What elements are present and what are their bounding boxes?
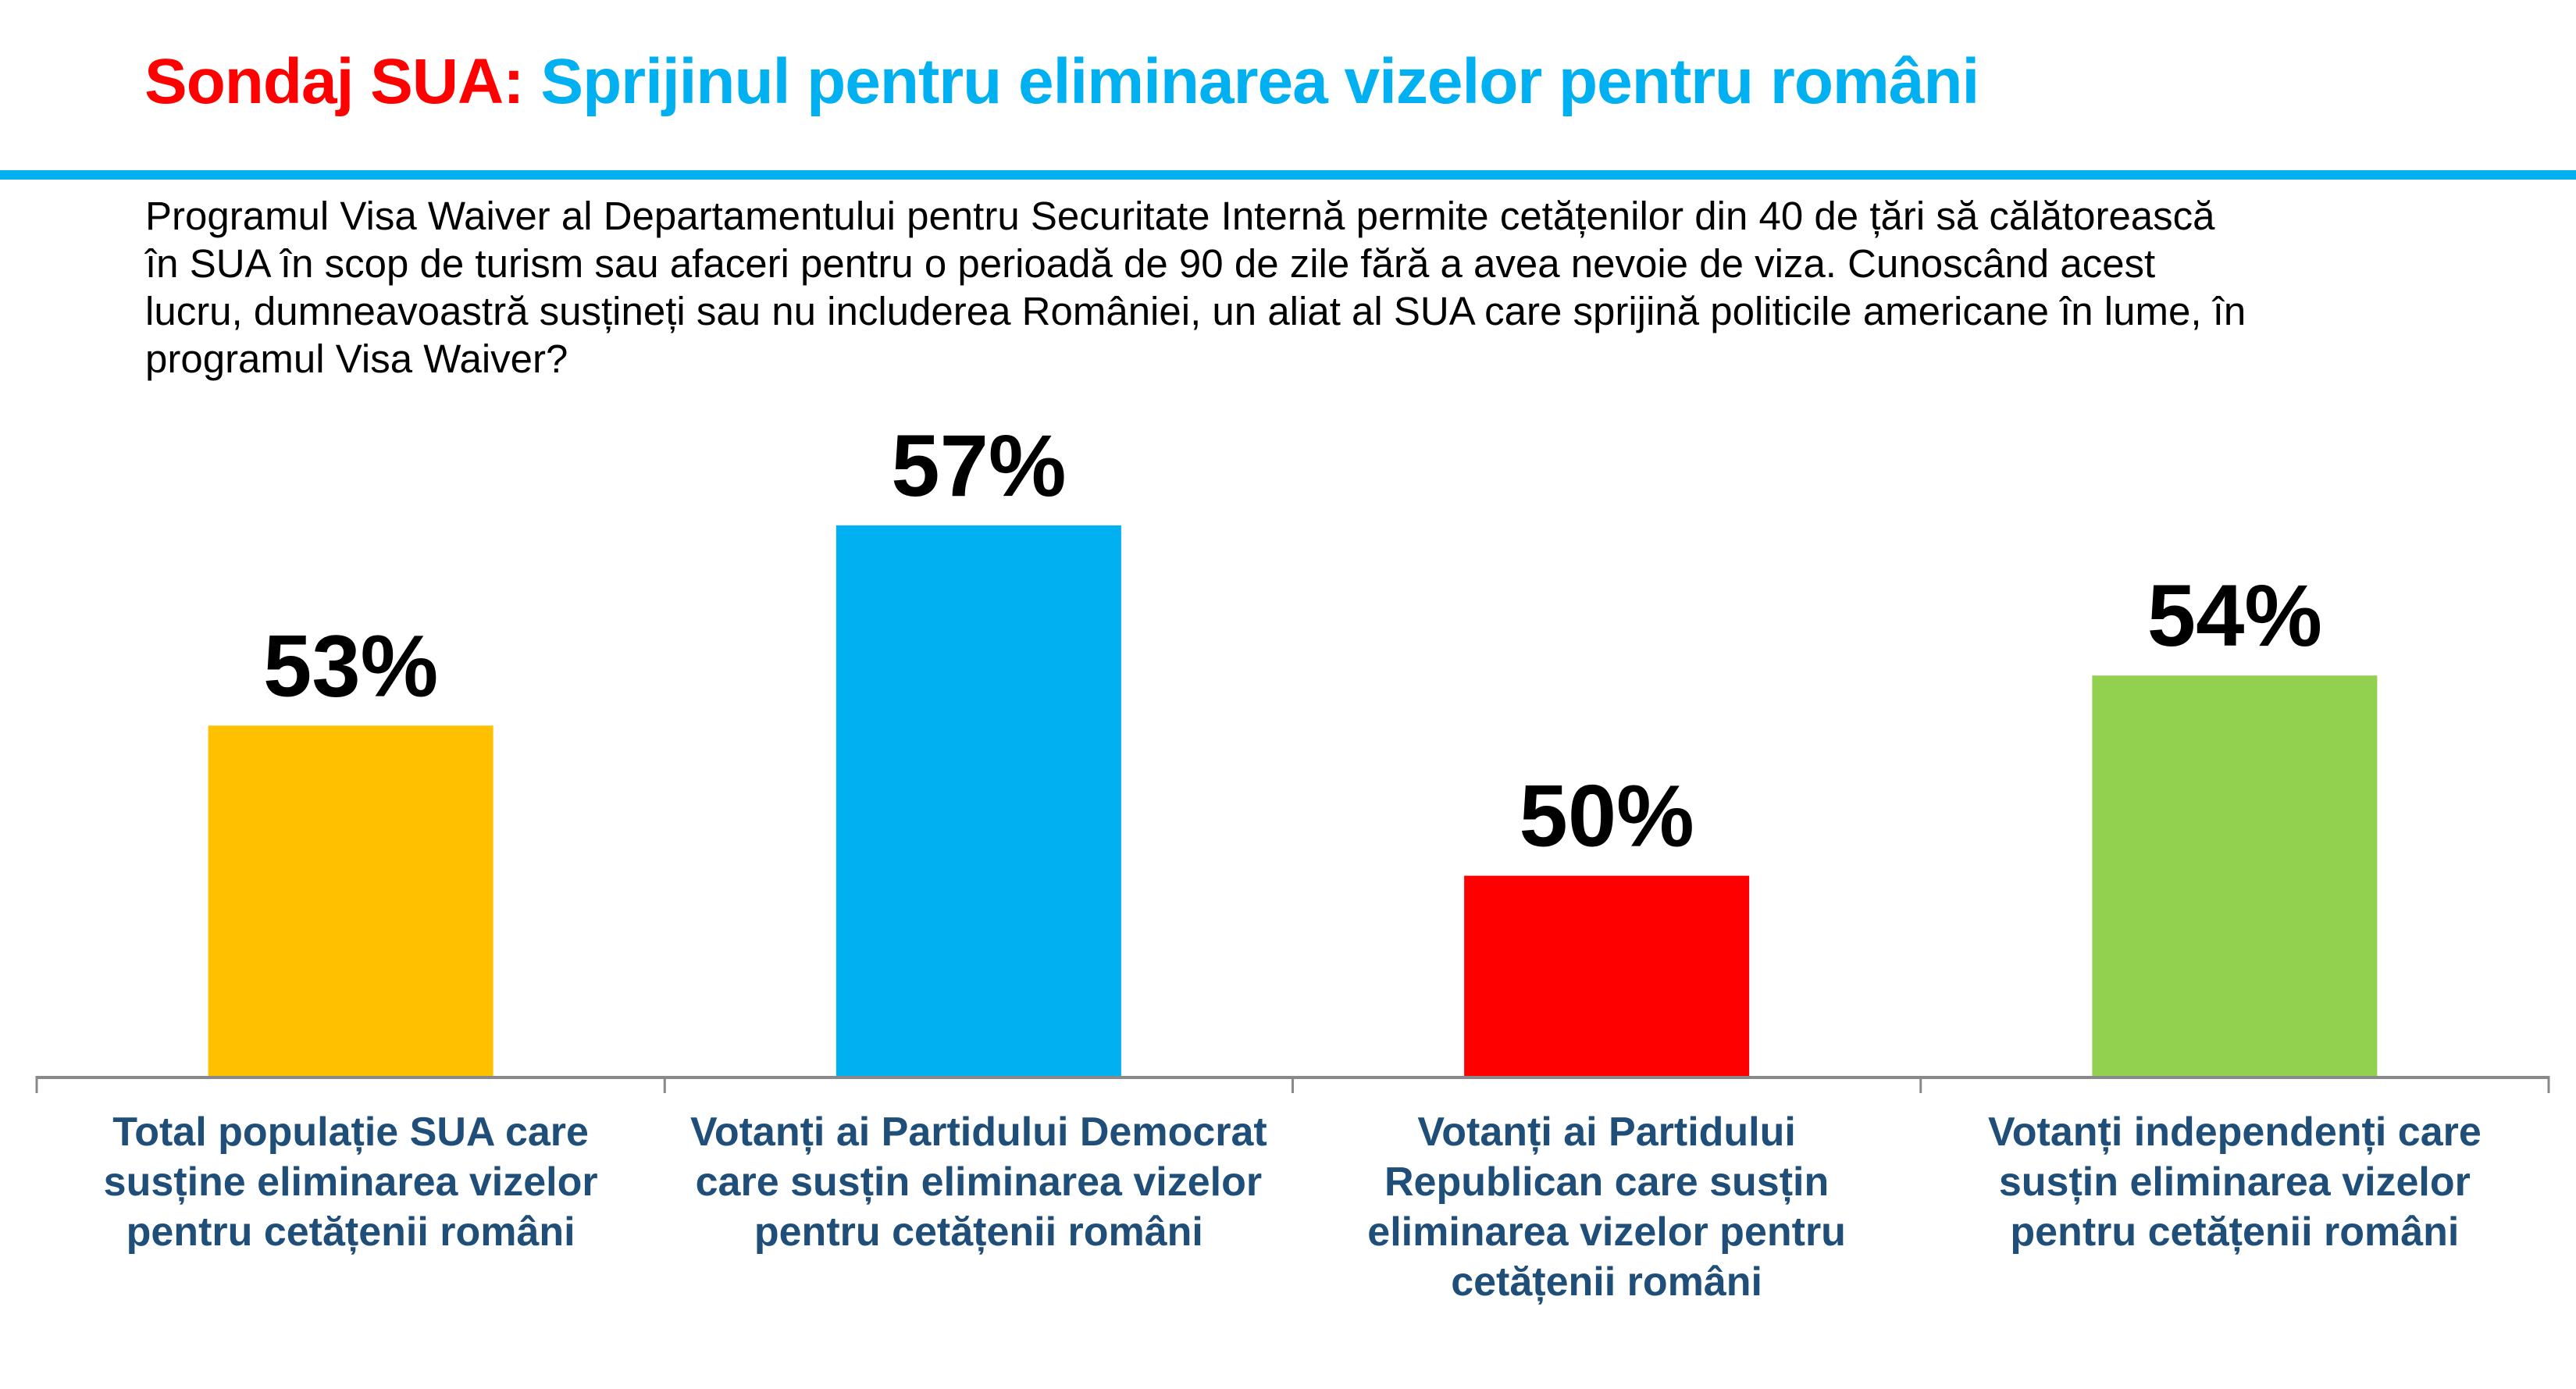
category-label: Votanți independenți care susțin eliminar… [1930, 1107, 2539, 1257]
category-label-line: susține eliminarea vizelor [103, 1159, 598, 1205]
title-main: Sprijinul pentru eliminarea vizelor pent… [540, 46, 1979, 117]
question-line: Programul Visa Waiver al Departamentului… [145, 194, 2215, 238]
data-label: 53% [263, 617, 438, 714]
category-label-line: Total populație SUA care [112, 1109, 589, 1155]
data-label: 57% [891, 417, 1066, 515]
category-label-line: susțin eliminarea vizelor [1998, 1159, 2471, 1205]
data-label: 50% [1520, 768, 1694, 865]
category-label: Votanți ai Partidului Republican care sus… [1302, 1107, 1912, 1307]
category-label-line: cetățenii români [1451, 1259, 1763, 1305]
data-label: 54% [2147, 567, 2322, 664]
category-label-line: pentru cetățenii români [754, 1209, 1203, 1255]
category-label-line: Votanți ai Partidului [1417, 1109, 1796, 1155]
bar [836, 525, 1121, 1076]
category-label-line: Republican care susțin [1384, 1159, 1830, 1205]
category-label-line: Votanți ai Partidului Democrat [690, 1109, 1267, 1155]
category-label-line: eliminarea vizelor pentru [1367, 1209, 1846, 1255]
question-line: programul Visa Waiver? [145, 337, 568, 381]
title-divider [0, 170, 2576, 180]
category-label: Votanți ai Partidului Democrat care susți… [674, 1107, 1283, 1257]
bar [1464, 875, 1750, 1076]
category-label-line: Votanți independenți care [1987, 1109, 2482, 1155]
category-label-line: care susțin eliminarea vizelor [695, 1159, 1263, 1205]
slide-title: Sondaj SUA: Sprijinul pentru eliminarea … [144, 45, 1979, 119]
bar [2092, 675, 2378, 1076]
category-label: Total populație SUA care susține eliminar… [46, 1107, 655, 1257]
category-label-line: pentru cetățenii români [126, 1209, 575, 1255]
bar [208, 725, 493, 1076]
title-prefix: Sondaj SUA: [144, 46, 525, 117]
survey-question: Programul Visa Waiver al Departamentului… [145, 192, 2503, 383]
category-label-line: pentru cetățenii români [2010, 1209, 2460, 1255]
question-line: în SUA în scop de turism sau afaceri pen… [145, 241, 2156, 286]
question-line: lucru, dumneavoastră susțineți sau nu in… [145, 289, 2246, 333]
